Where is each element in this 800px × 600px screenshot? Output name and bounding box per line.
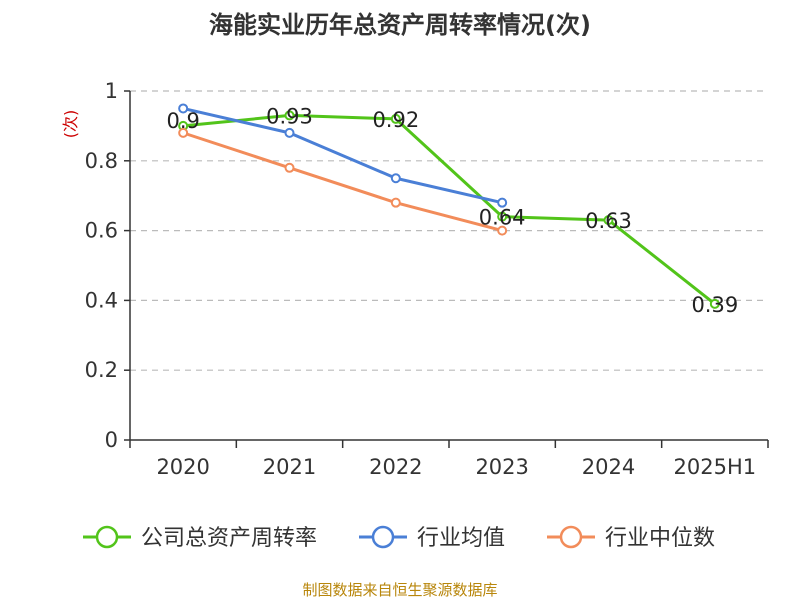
legend-marker xyxy=(371,525,395,549)
series-line-2 xyxy=(182,131,503,233)
data-point[interactable] xyxy=(390,173,401,184)
x-tick-label: 2021 xyxy=(263,455,316,479)
legend[interactable]: 公司总资产周转率 行业均值 行业中位数 xyxy=(83,525,715,551)
data-label: 0.92 xyxy=(372,108,419,132)
data-point[interactable] xyxy=(178,103,189,114)
data-label: 0.93 xyxy=(266,104,313,128)
data-labels: 0.9 0.93 0.92 0.64 0.63 0.39 xyxy=(166,104,738,316)
data-point[interactable] xyxy=(603,215,614,226)
legend-item-0[interactable]: 公司总资产周转率 xyxy=(83,525,317,551)
axes: 0 0.2 0.4 0.6 0.8 1 2020 2021 2022 2023 2024 2025H1 xyxy=(85,79,769,479)
source-note: 制图数据来自恒生聚源数据库 xyxy=(302,581,497,599)
x-tick-label: 2024 xyxy=(582,455,635,479)
data-point[interactable] xyxy=(284,127,295,138)
data-point[interactable] xyxy=(390,113,401,124)
y-axis-label: (次) xyxy=(61,110,80,139)
data-label: 0.39 xyxy=(691,293,738,317)
legend-label: 公司总资产周转率 xyxy=(141,526,317,551)
legend-label: 行业中位数 xyxy=(605,526,715,551)
legend-marker xyxy=(559,525,583,549)
data-point[interactable] xyxy=(497,197,508,208)
data-label: 0.63 xyxy=(585,209,632,233)
series-line-0 xyxy=(183,113,716,306)
series-layer xyxy=(178,103,720,309)
x-tick-label: 2025H1 xyxy=(674,455,757,479)
data-point[interactable] xyxy=(284,162,295,173)
x-tick-label: 2023 xyxy=(475,455,528,479)
y-tick-label: 0.6 xyxy=(85,219,118,243)
x-tick-label: 2020 xyxy=(156,455,209,479)
data-point[interactable] xyxy=(497,225,508,236)
legend-label: 行业均值 xyxy=(417,526,505,551)
data-point[interactable] xyxy=(497,211,508,222)
data-point[interactable] xyxy=(709,298,720,309)
y-tick-label: 0.2 xyxy=(85,358,118,382)
x-tick-label: 2022 xyxy=(369,455,422,479)
legend-item-2[interactable]: 行业中位数 xyxy=(547,525,715,551)
data-point[interactable] xyxy=(178,127,189,138)
y-tick-label: 0.8 xyxy=(85,149,118,173)
data-label: 0.64 xyxy=(479,206,526,230)
series-line-1 xyxy=(182,106,503,205)
legend-marker xyxy=(95,525,119,549)
y-tick-label: 0.4 xyxy=(85,288,118,312)
gridlines xyxy=(130,90,768,371)
chart-title: 海能实业历年总资产周转率情况(次) xyxy=(209,11,591,39)
data-point[interactable] xyxy=(284,110,295,121)
y-tick-label: 1 xyxy=(105,79,118,103)
data-label: 0.9 xyxy=(166,109,199,133)
legend-item-1[interactable]: 行业均值 xyxy=(359,525,505,551)
data-point[interactable] xyxy=(390,197,401,208)
y-tick-label: 0 xyxy=(105,428,118,452)
